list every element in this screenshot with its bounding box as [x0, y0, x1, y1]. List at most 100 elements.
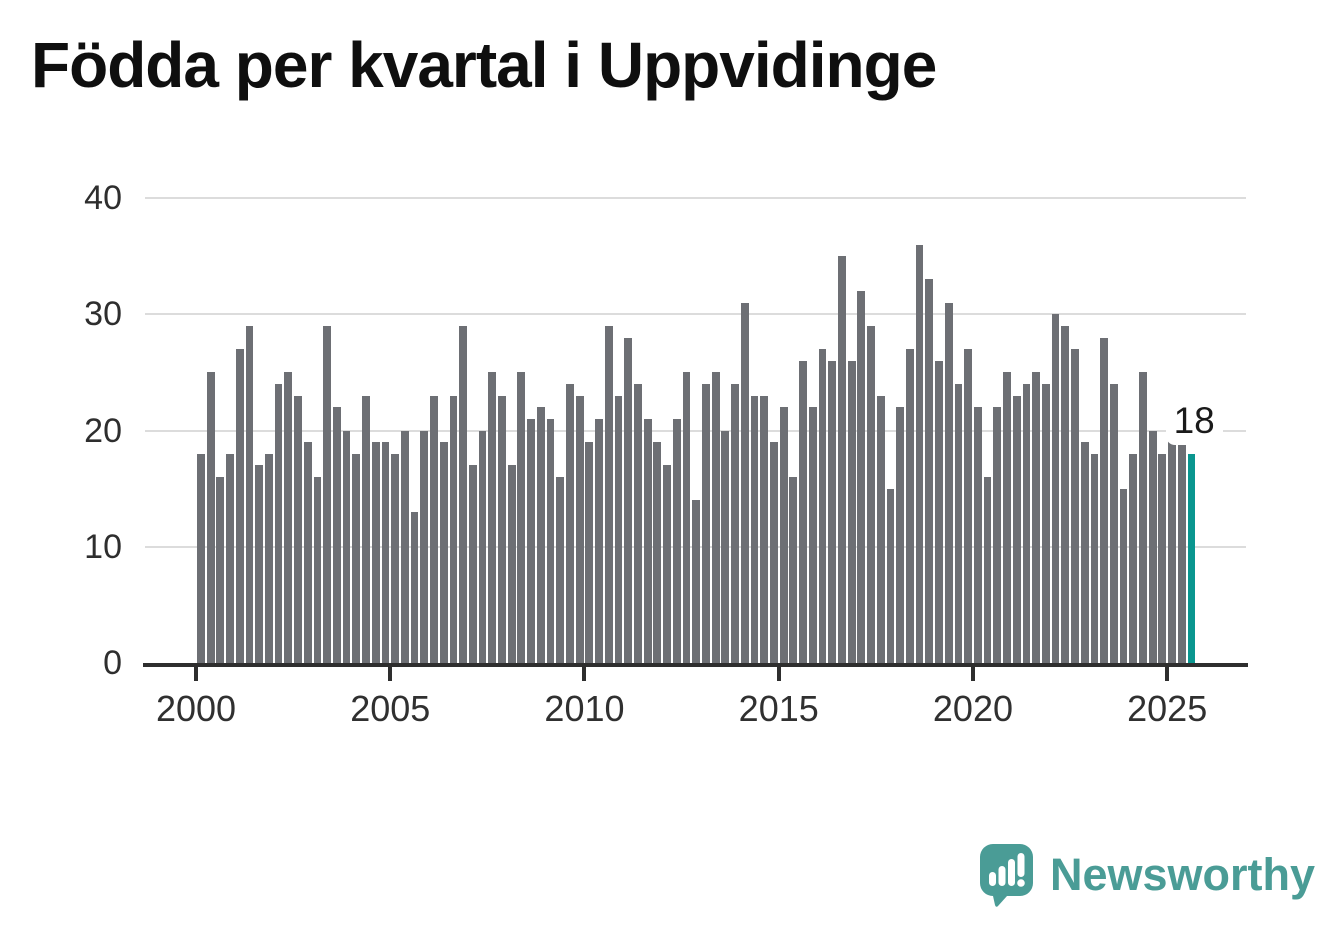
bar-2014-q1: [740, 302, 749, 663]
bar-2015-q4: [808, 407, 817, 663]
bar-2014-q4: [770, 442, 778, 663]
bar-2018-q2: [905, 349, 914, 663]
bar-2001-q4: [264, 453, 273, 663]
bar-2023-q1: [1090, 453, 1099, 663]
bar-2025-q1: [1168, 407, 1176, 663]
bar-2019-q3: [954, 384, 963, 663]
gridline-20: [145, 429, 1246, 432]
bar-2006-q2: [439, 442, 448, 663]
bar-2015-q2: [789, 477, 798, 663]
bar-2017-q3: [876, 395, 885, 663]
bar-2011-q2: [634, 384, 642, 663]
bar-2016-q4: [847, 360, 856, 663]
bar-2016-q3: [837, 256, 846, 663]
bar-2008-q1: [507, 465, 516, 663]
bar-2020-q3: [993, 407, 1002, 663]
x-tick-2015: [776, 667, 781, 681]
bar-2009-q1: [546, 418, 555, 663]
bar-2002-q2: [284, 372, 293, 663]
bar-2025-q3: [1187, 453, 1196, 663]
bar-2024-q4: [1158, 453, 1167, 663]
bar-2008-q4: [536, 407, 545, 663]
y-tick-label-0: 0: [103, 644, 122, 682]
y-tick-label-20: 20: [84, 411, 122, 450]
bar-2015-q1: [779, 407, 788, 663]
bar-2004-q1: [352, 453, 361, 663]
bar-2000-q2: [206, 372, 215, 663]
bar-2024-q3: [1148, 430, 1157, 663]
bar-2007-q3: [488, 372, 497, 663]
y-tick-label-10: 10: [84, 527, 122, 566]
bar-2017-q1: [857, 291, 866, 663]
bar-2004-q3: [371, 442, 380, 663]
bar-2011-q4: [653, 442, 662, 663]
bar-2010-q2: [595, 418, 603, 663]
x-tick-2010: [582, 667, 587, 681]
bar-2008-q3: [527, 418, 535, 663]
bar-2012-q4: [692, 500, 701, 663]
bar-2005-q2: [400, 430, 409, 663]
y-tick-label-30: 30: [84, 295, 122, 334]
bar-2011-q3: [643, 418, 652, 663]
bar-2009-q2: [556, 477, 565, 663]
bar-2007-q1: [468, 465, 477, 663]
bar-2006-q1: [430, 395, 438, 663]
x-tick-2000: [194, 667, 198, 681]
bar-2010-q3: [604, 325, 613, 663]
bar-2018-q4: [925, 279, 934, 663]
x-tick-2020: [970, 667, 975, 681]
bar-2003-q3: [332, 407, 341, 663]
bar-2022-q2: [1061, 325, 1070, 663]
bar-2020-q4: [1003, 372, 1011, 663]
x-tick-label-2005: 2005: [350, 688, 431, 729]
bar-2005-q1: [391, 453, 400, 663]
bar-2013-q3: [721, 430, 730, 663]
bar-2006-q3: [449, 395, 458, 663]
x-tick-label-2025: 2025: [1127, 688, 1208, 729]
bar-2006-q4: [459, 325, 468, 663]
bar-2018-q3: [915, 244, 924, 663]
bar-2022-q3: [1071, 349, 1079, 663]
bar-2004-q4: [381, 442, 390, 663]
highlight-value-label: 18: [1165, 398, 1223, 445]
bar-2017-q4: [886, 488, 895, 663]
bar-2021-q3: [1032, 372, 1041, 663]
bar-2009-q3: [566, 384, 574, 663]
bar-2021-q1: [1012, 395, 1021, 663]
bar-2011-q1: [624, 337, 633, 663]
bar-2003-q1: [313, 477, 322, 663]
chart-title: Födda per kvartal i Uppvidinge: [31, 29, 937, 101]
bar-2017-q2: [867, 325, 875, 663]
x-tick-2005: [388, 667, 393, 681]
bar-2002-q1: [274, 384, 283, 663]
x-tick-label-2015: 2015: [738, 688, 819, 729]
bar-2010-q4: [614, 395, 623, 663]
x-tick-label-2020: 2020: [932, 688, 1013, 729]
bar-2000-q1: [197, 453, 205, 663]
x-tick-label-2010: 2010: [544, 688, 625, 729]
bar-2000-q3: [216, 477, 225, 663]
bar-2012-q2: [672, 418, 681, 663]
bar-2023-q4: [1119, 488, 1128, 663]
bar-2015-q3: [799, 360, 807, 663]
x-tick-label-2000: 2000: [155, 688, 237, 729]
bar-2002-q3: [294, 395, 302, 663]
newsworthy-logo-icon: [980, 844, 1033, 907]
bar-2016-q2: [828, 360, 837, 663]
x-tick-2025: [1165, 667, 1170, 681]
bar-2013-q1: [702, 384, 710, 663]
bar-2007-q4: [498, 395, 506, 663]
bar-2023-q3: [1109, 384, 1118, 663]
bar-2024-q2: [1139, 372, 1147, 663]
gridline-30: [145, 313, 1246, 316]
bar-2003-q2: [323, 325, 332, 663]
bar-2008-q2: [517, 372, 526, 663]
bar-2002-q4: [303, 442, 312, 663]
bar-2014-q2: [750, 395, 759, 663]
bar-2005-q4: [420, 430, 429, 663]
brand-name: Newsworthy: [1050, 849, 1316, 900]
bar-2001-q1: [235, 349, 244, 663]
bar-2012-q1: [663, 465, 671, 663]
bar-2025-q2: [1177, 442, 1186, 663]
